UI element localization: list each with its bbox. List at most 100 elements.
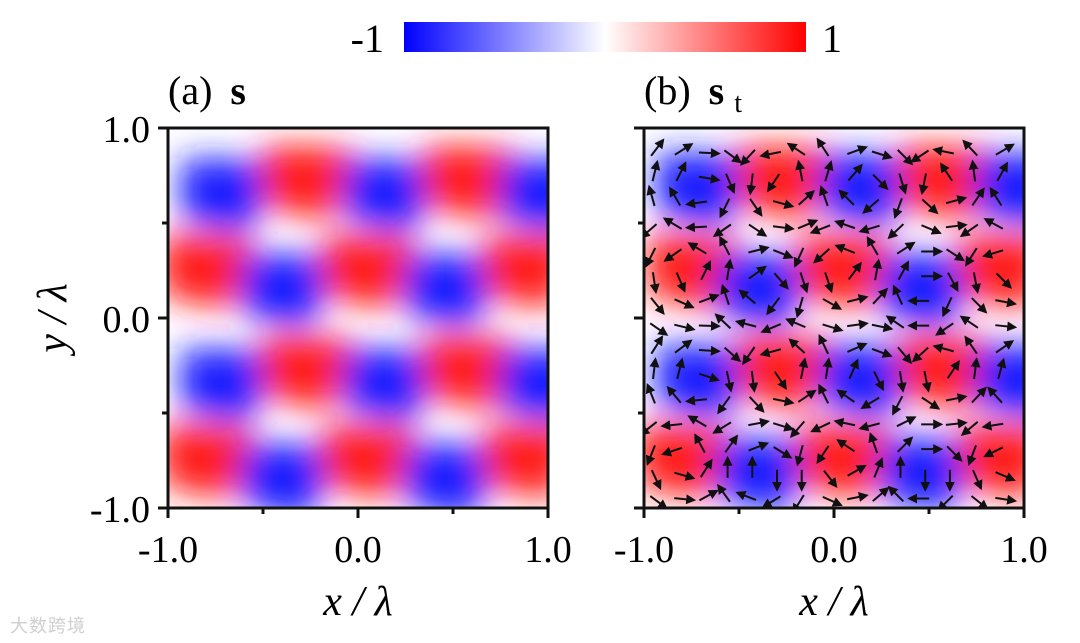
arrow-34: [684, 395, 707, 406]
arrow-6: [650, 335, 664, 355]
arrow-171: [911, 346, 929, 363]
arrow-149: [871, 150, 893, 160]
lobe-0-14: [499, 347, 548, 420]
arrow-122: [836, 439, 855, 453]
watermark-text: 大数跨境: [10, 616, 86, 637]
arrow-147: [862, 198, 880, 214]
arrow-74: [739, 149, 756, 166]
arrow-65: [748, 370, 759, 393]
arrow-199: [971, 386, 987, 404]
xtick-b-left: -1.0: [614, 529, 674, 571]
arrow-66: [742, 346, 756, 366]
lobe-1-15: [644, 423, 728, 498]
lobe-0-13: [423, 334, 515, 409]
arrow-83: [766, 297, 781, 316]
arrow-31: [699, 458, 713, 478]
arrow-154: [892, 395, 904, 416]
arrow-177: [921, 198, 939, 215]
arrow-15: [674, 494, 697, 505]
arrow-59: [723, 149, 743, 164]
arrow-201: [964, 335, 978, 355]
arrow-78: [772, 421, 795, 432]
arrow-153: [896, 416, 917, 428]
arrow-25: [663, 248, 683, 262]
arrow-148: [872, 173, 889, 191]
lobe-1-4: [975, 151, 1024, 224]
arrow-143: [872, 287, 889, 305]
arrow-162: [893, 198, 903, 219]
arrow-140: [873, 370, 884, 392]
arrow-38: [698, 293, 720, 304]
panel-b-tag: (b): [644, 68, 691, 113]
panel-a: (a) s 1.0 0.0 -1.0 -1.0 0.0 1.0 x / λ y …: [30, 68, 572, 625]
arrow-119: [816, 137, 830, 157]
arrow-144: [872, 258, 883, 281]
arrow-194: [932, 146, 955, 157]
arrow-160: [896, 241, 916, 255]
arrow-179: [910, 149, 930, 163]
lobe-0-1: [261, 144, 353, 219]
arrow-86: [772, 222, 795, 233]
arrow-58: [725, 173, 736, 194]
axis-ticks-a: [158, 126, 550, 518]
arrow-68: [738, 289, 757, 305]
arrow-121: [847, 464, 867, 477]
arrow-150: [887, 485, 905, 503]
arrow-41: [684, 222, 707, 233]
arrow-189: [947, 272, 959, 293]
arrow-40: [687, 242, 707, 255]
lobe-1-6: [716, 252, 808, 327]
panel-b-symbol: s: [709, 68, 725, 113]
heatmap-b: [644, 137, 1024, 508]
arrow-208: [968, 159, 979, 182]
arrow-105: [822, 495, 843, 507]
arrow-104: [786, 142, 806, 156]
arrow-219: [995, 272, 1013, 289]
arrow-212: [983, 446, 1004, 458]
arrow-14: [650, 138, 665, 157]
arrow-142: [871, 322, 894, 333]
lobe-1-17: [798, 423, 890, 498]
arrow-133: [847, 163, 863, 182]
arrow-52: [714, 313, 732, 330]
arrow-135: [872, 486, 890, 502]
arrow-96: [788, 338, 806, 354]
lobe-0-16: [240, 442, 332, 508]
arrow-210: [995, 494, 1018, 505]
arrow-213: [981, 420, 1004, 431]
arrow-111: [818, 334, 830, 355]
arrow-17: [661, 446, 683, 457]
lobe-0-0: [180, 157, 271, 232]
arrow-93: [789, 420, 806, 439]
arrow-224: [995, 143, 1015, 156]
lobe-1-12: [819, 343, 911, 418]
arrow-100: [793, 247, 805, 268]
arrow-57: [719, 198, 731, 219]
arrow-192: [945, 195, 968, 205]
ytick-a-top: 1.0: [103, 109, 151, 151]
arrow-55: [719, 235, 731, 256]
arrow-8: [650, 297, 665, 315]
arrow-50: [724, 370, 735, 393]
arrow-223: [996, 161, 1008, 182]
arrow-21: [674, 339, 693, 354]
arrow-4: [645, 382, 656, 404]
arrow-193: [939, 162, 953, 182]
arrow-1: [650, 469, 662, 491]
arrow-53: [720, 283, 730, 306]
arrow-114: [824, 272, 834, 294]
arrow-170: [921, 370, 932, 393]
ytick-a-bottom: -1.0: [90, 489, 150, 531]
arrow-185: [946, 360, 960, 379]
lobe-0-3: [423, 144, 515, 219]
xtick-b-right: 1.0: [1000, 529, 1048, 571]
arrow-30: [698, 489, 719, 502]
arrow-214: [987, 386, 1003, 404]
arrow-81: [759, 347, 782, 358]
arrow-87: [772, 199, 795, 210]
heatmap-a: [168, 144, 548, 508]
arrow-137: [868, 432, 879, 454]
arrow-60: [735, 490, 757, 501]
arrow-3: [644, 421, 658, 436]
arrow-159: [897, 260, 910, 281]
